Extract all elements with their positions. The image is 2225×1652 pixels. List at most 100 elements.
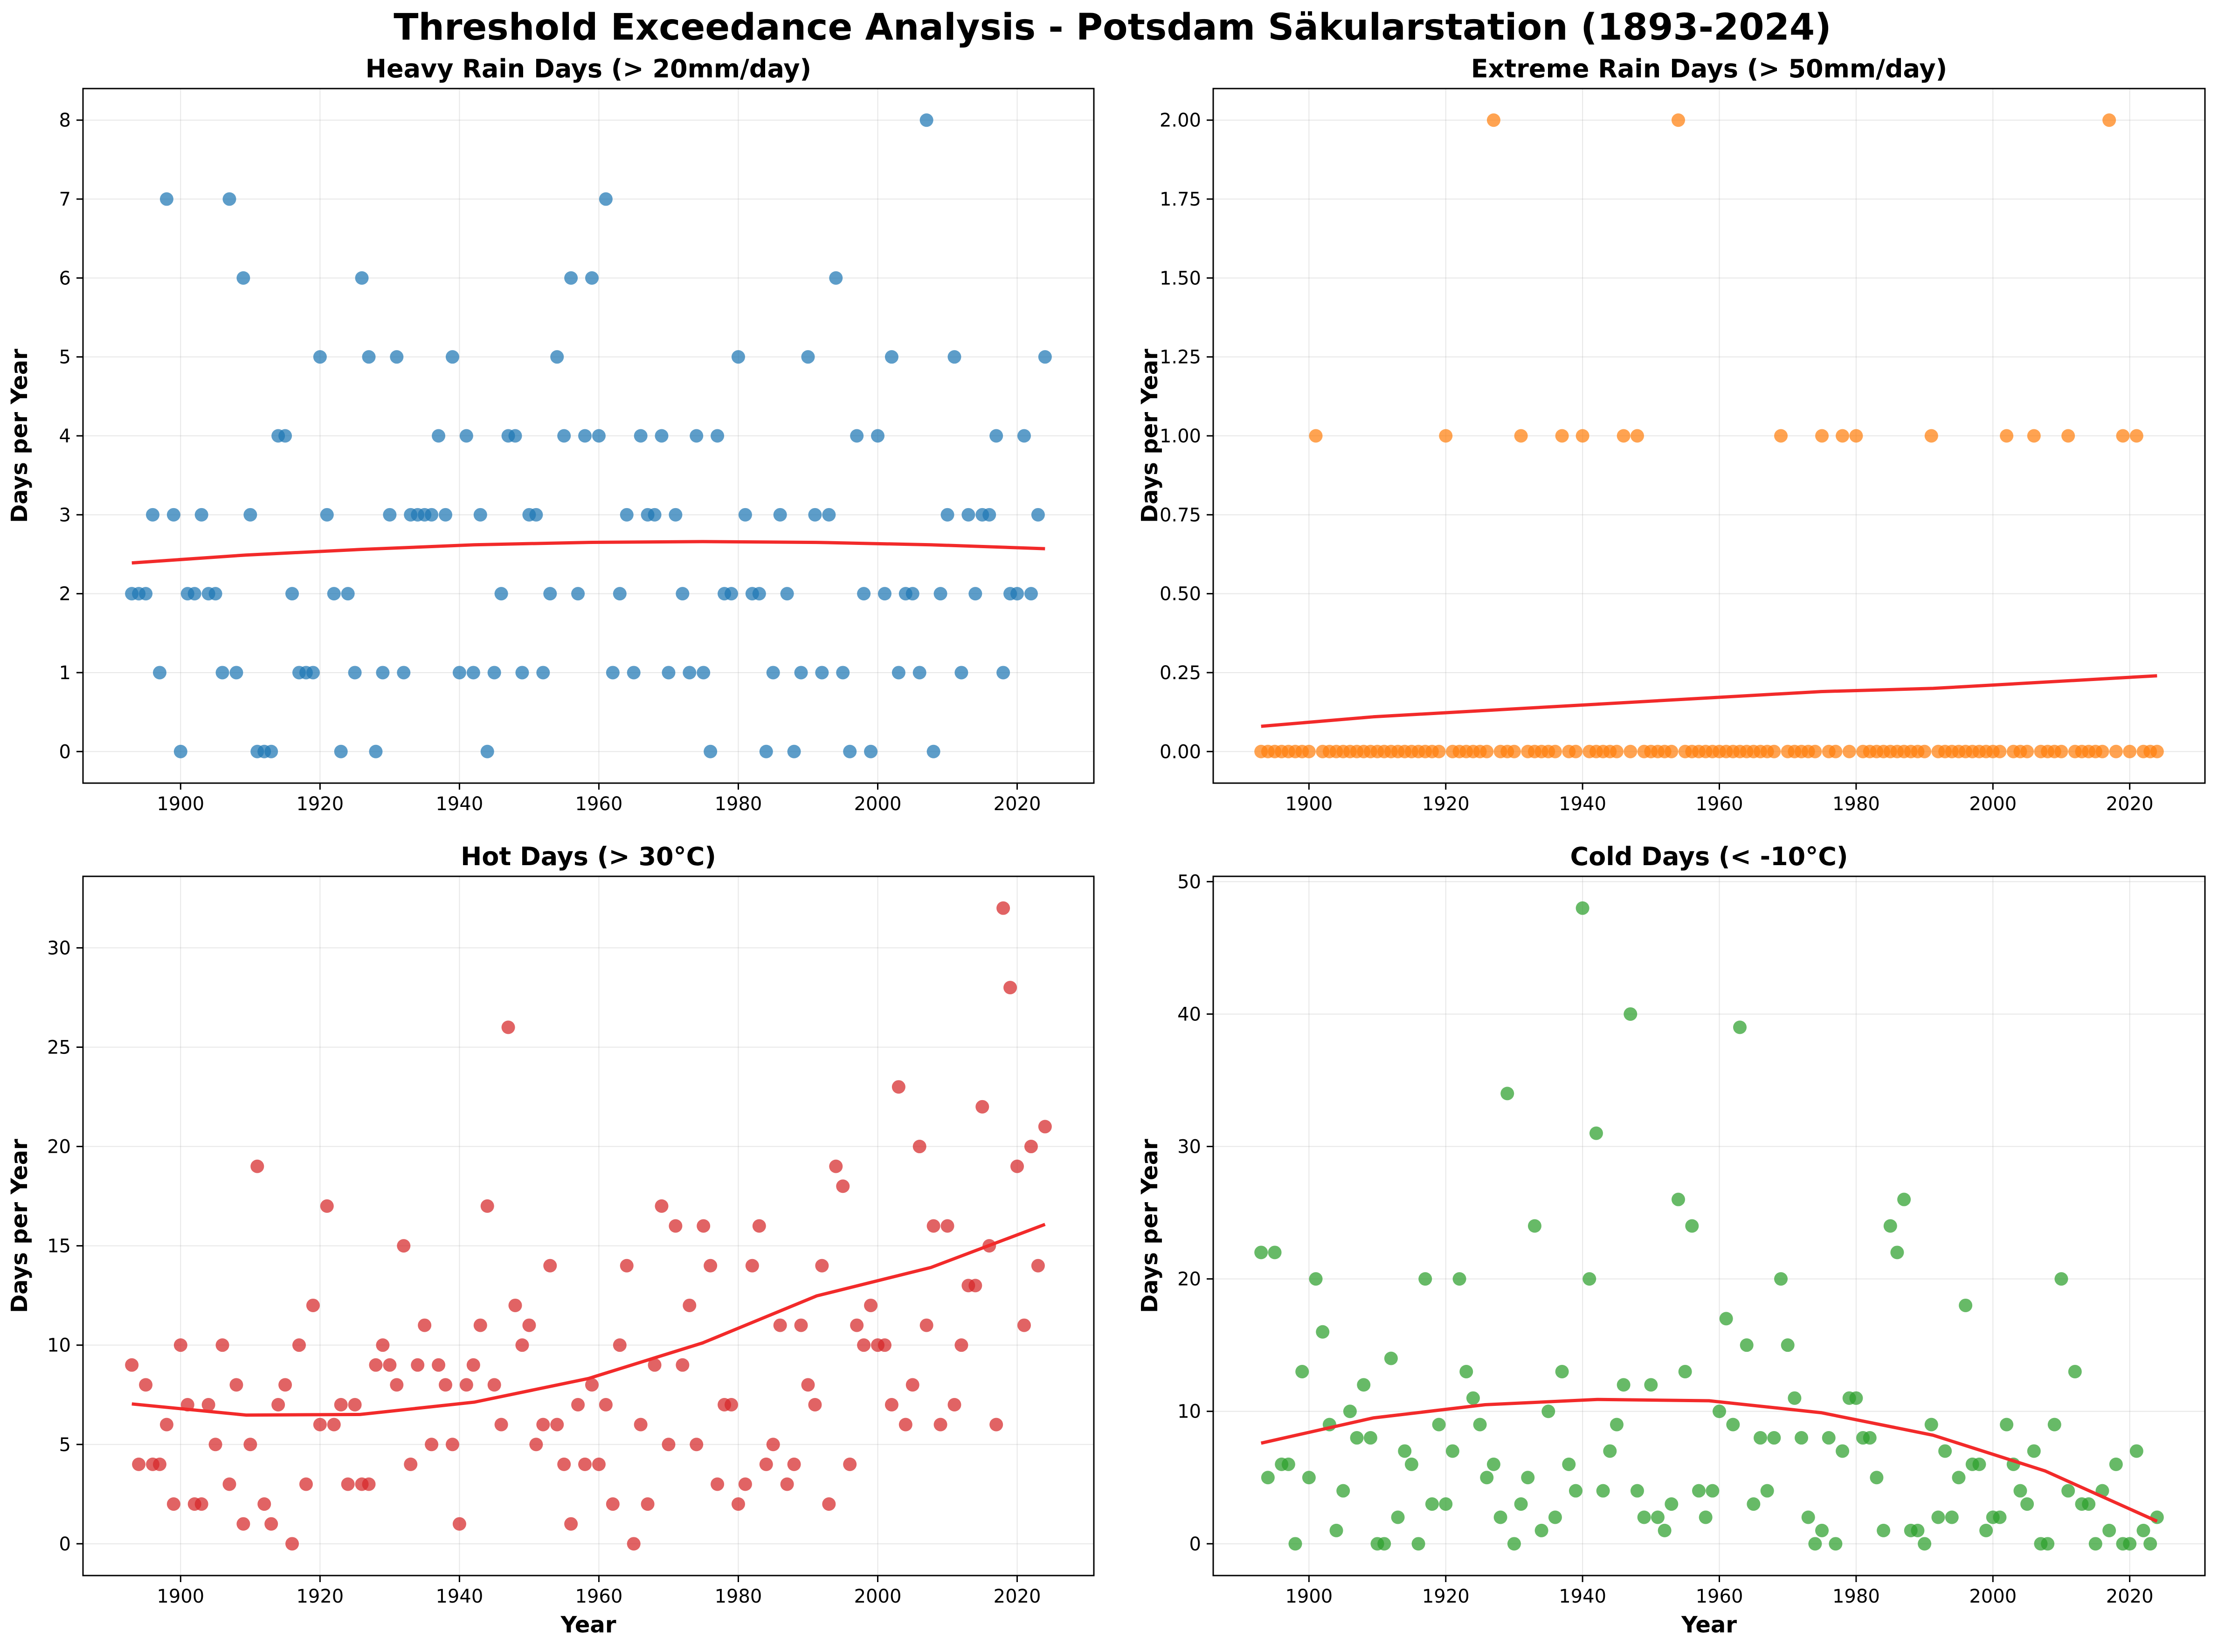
chart2-point-1913 (264, 1517, 278, 1531)
chart0-point-1980 (731, 350, 745, 364)
chart2-point-1939 (445, 1438, 459, 1452)
chart0-ytick-label-2: 2 (59, 584, 71, 605)
chart3-point-1975 (1815, 1523, 1829, 1537)
chart2-point-1917 (292, 1338, 306, 1352)
chart2-ytick-label-0: 0 (59, 1534, 71, 1555)
chart0-point-2021 (1017, 429, 1031, 443)
chart3-point-2022 (2136, 1523, 2150, 1537)
chart0-point-1939 (445, 350, 459, 364)
chart0-point-1937 (432, 429, 446, 443)
chart0-point-1908 (229, 666, 243, 680)
chart3-point-1915 (1404, 1457, 1418, 1471)
chart2-point-1944 (480, 1199, 494, 1213)
chart0-point-2003 (891, 666, 905, 680)
chart1-point-2017 (2102, 113, 2116, 127)
chart3-point-1909 (1363, 1431, 1377, 1445)
chart0-point-1989 (794, 666, 808, 680)
chart2-point-1987 (780, 1477, 794, 1491)
chart2-axes-frame (82, 875, 1095, 1576)
chart3-point-2009 (2047, 1418, 2061, 1432)
chart3-point-1913 (1391, 1510, 1405, 1524)
chart2-point-1949 (515, 1338, 529, 1352)
chart2-ytick-label-3: 15 (47, 1236, 71, 1257)
chart0-ytick-label-5: 5 (59, 347, 71, 368)
chart1-xtick-label-1960: 1960 (1696, 793, 1743, 815)
chart2-point-1954 (550, 1418, 564, 1432)
chart0-point-1929 (376, 666, 390, 680)
chart1-ytick-label-7: 1.75 (1160, 189, 1201, 210)
chart3-point-1950 (1644, 1378, 1658, 1392)
chart1-point-1977 (1829, 744, 1843, 758)
chart3-point-1936 (1548, 1510, 1562, 1524)
chart0-point-1923 (334, 744, 348, 758)
chart2-point-1963 (613, 1338, 627, 1352)
chart2-point-2005 (905, 1378, 919, 1392)
chart1-point-1980 (1849, 429, 1863, 443)
chart2-point-1929 (376, 1338, 390, 1352)
chart2-point-1950 (522, 1318, 536, 1332)
chart3-point-1958 (1699, 1510, 1713, 1524)
chart2-point-1921 (320, 1199, 334, 1213)
chart0-point-2000 (871, 429, 884, 443)
chart2-point-1945 (487, 1378, 501, 1392)
chart3-point-1899 (1295, 1365, 1309, 1378)
chart0-point-1910 (243, 508, 257, 522)
chart2-ytick-label-6: 30 (47, 937, 71, 959)
chart0-axes-frame (82, 88, 1095, 784)
chart3-point-2017 (2102, 1523, 2116, 1537)
chart2-point-1907 (222, 1477, 236, 1491)
chart3-point-1942 (1589, 1126, 1603, 1140)
chart0-point-1940 (452, 666, 466, 680)
chart2-xlabel: Year (560, 1612, 616, 1638)
chart1-point-1948 (1630, 429, 1644, 443)
chart3-point-1912 (1384, 1351, 1398, 1365)
chart2-point-2023 (1031, 1259, 1045, 1273)
chart0-point-1938 (438, 508, 452, 522)
chart2-point-1905 (208, 1438, 222, 1452)
chart1-title: Extreme Rain Days (> 50mm/day) (1471, 54, 1947, 83)
chart1-point-2002 (2000, 429, 2014, 443)
chart2-point-1931 (390, 1378, 404, 1392)
chart3-point-2006 (2027, 1444, 2041, 1458)
chart3-point-2023 (2143, 1537, 2157, 1551)
chart0-point-1972 (676, 587, 690, 601)
chart0-ytick-label-0: 0 (59, 741, 71, 763)
chart0-point-1919 (306, 666, 320, 680)
chart0-point-1996 (843, 744, 857, 758)
chart0-point-2011 (947, 350, 961, 364)
chart2-point-1922 (327, 1418, 341, 1432)
chart2-point-1985 (766, 1438, 780, 1452)
chart0-point-1905 (208, 587, 222, 601)
chart3-point-1897 (1281, 1457, 1295, 1471)
chart3-point-1983 (1870, 1471, 1884, 1485)
chart0-point-1902 (187, 587, 201, 601)
chart0-point-1909 (236, 271, 250, 285)
chart3-point-2008 (2041, 1537, 2055, 1551)
chart2-point-1979 (725, 1398, 739, 1412)
chart2-point-1980 (731, 1497, 745, 1511)
chart3-point-1989 (1911, 1523, 1925, 1537)
chart2-point-1997 (850, 1318, 864, 1332)
chart2-point-1915 (278, 1378, 292, 1392)
chart0-point-2014 (968, 587, 982, 601)
chart1-xtick-label-2020: 2020 (2106, 793, 2154, 815)
chart2-point-2006 (912, 1140, 926, 1154)
chart0-point-1897 (152, 666, 166, 680)
chart0-point-1979 (725, 587, 739, 601)
chart2-point-1955 (557, 1457, 571, 1471)
chart3-point-1954 (1671, 1192, 1685, 1206)
chart0-point-1973 (683, 666, 697, 680)
chart3-point-1991 (1924, 1418, 1938, 1432)
chart1-ytick-label-2: 0.50 (1160, 584, 1201, 605)
chart3-point-1894 (1261, 1471, 1275, 1485)
chart2-point-1994 (829, 1159, 843, 1173)
chart1-ytick-label-3: 0.75 (1160, 504, 1201, 526)
chart0-point-1926 (355, 271, 369, 285)
chart3-point-1943 (1596, 1484, 1610, 1498)
chart3-point-1895 (1268, 1246, 1282, 1260)
chart2-point-2018 (996, 901, 1010, 915)
chart2-title: Hot Days (> 30°C) (461, 842, 716, 871)
chart0-point-1896 (146, 508, 160, 522)
